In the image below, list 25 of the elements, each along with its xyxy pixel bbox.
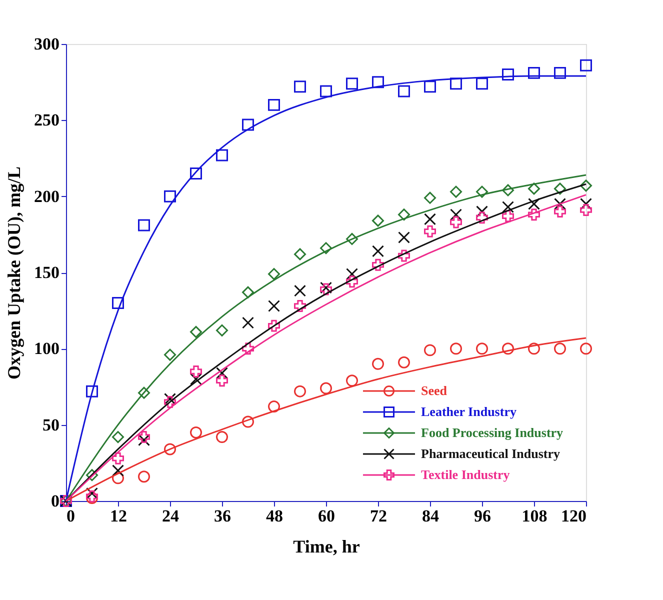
x-tick-label: 72 bbox=[370, 506, 387, 526]
x-axis-title: Time, hr bbox=[293, 536, 360, 556]
y-tick-label: 0 bbox=[51, 492, 60, 510]
x-tick-label: 120 bbox=[561, 506, 586, 526]
x-tick-label: 60 bbox=[318, 506, 335, 526]
legend-label: Pharmaceutical Industry bbox=[421, 446, 561, 461]
y-tick-label: 100 bbox=[34, 339, 60, 358]
x-tick-label: 24 bbox=[162, 506, 180, 526]
x-tick-label: 36 bbox=[214, 506, 231, 526]
y-axis-title: Oxygen Uptake (OU), mg/L bbox=[4, 166, 24, 380]
x-tick-label: 84 bbox=[422, 506, 440, 526]
legend-label: Leather Industry bbox=[421, 404, 517, 419]
y-tick-label: 300 bbox=[34, 34, 60, 54]
x-tick-label: 108 bbox=[522, 506, 548, 526]
x-tick-label: 96 bbox=[474, 506, 491, 526]
y-tick-label: 50 bbox=[42, 415, 60, 434]
y-tick-label: 150 bbox=[34, 263, 60, 282]
legend-label: Food Processing Industry bbox=[421, 425, 564, 440]
y-tick-label: 200 bbox=[34, 186, 60, 206]
x-tick-label: 12 bbox=[110, 506, 127, 526]
x-tick-label: 0 bbox=[66, 506, 75, 526]
y-tick-label: 250 bbox=[34, 110, 60, 130]
x-tick-label: 48 bbox=[266, 506, 283, 526]
legend-label: Textile Industry bbox=[421, 467, 510, 482]
legend-label: Seed bbox=[421, 383, 448, 398]
